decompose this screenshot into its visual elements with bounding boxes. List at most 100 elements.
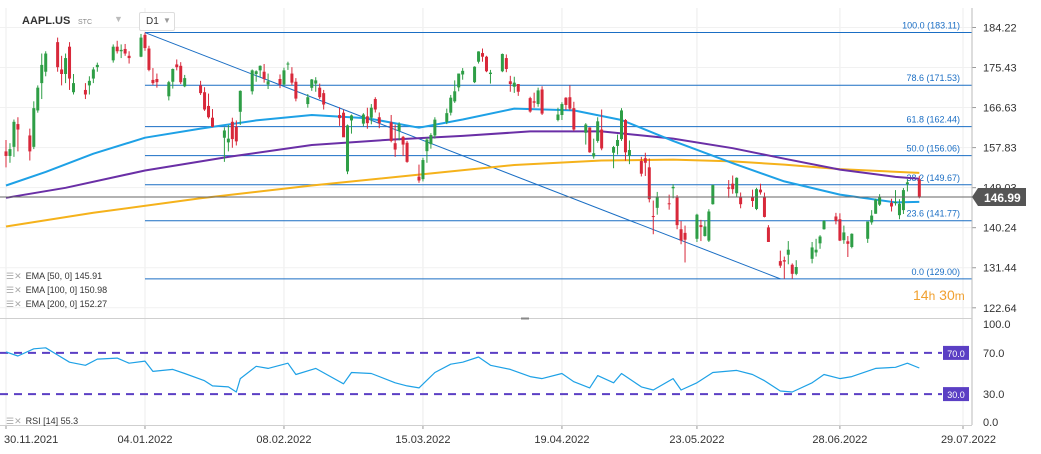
candle[interactable] [123,43,127,56]
candle[interactable] [4,140,8,168]
candle[interactable] [111,44,115,63]
candle[interactable] [56,37,60,72]
candle[interactable] [584,123,588,145]
candle[interactable] [616,134,620,155]
candle[interactable] [234,120,238,146]
candle[interactable] [349,114,353,134]
candle[interactable] [238,90,242,125]
candle[interactable] [834,212,838,225]
candle[interactable] [433,117,437,139]
candle[interactable] [679,221,683,245]
candle[interactable] [556,107,560,122]
candle[interactable] [822,220,826,230]
legend-ema100[interactable]: ☰✕ EMA [100, 0] 150.98 [6,285,107,297]
candle[interactable] [893,190,897,206]
candle[interactable] [36,85,40,113]
candle[interactable] [310,79,314,91]
candle[interactable] [711,184,715,205]
candle[interactable] [155,73,159,88]
candle[interactable] [361,113,365,127]
candle[interactable] [389,114,393,143]
candle[interactable] [405,140,409,163]
candle[interactable] [901,188,905,214]
candle[interactable] [171,68,175,89]
candle[interactable] [627,140,631,165]
candle[interactable] [8,143,12,163]
candle[interactable] [377,112,381,129]
candle[interactable] [739,192,743,209]
candle[interactable] [147,45,151,72]
candle[interactable] [707,209,711,242]
candle[interactable] [294,78,298,102]
candle[interactable] [596,117,600,143]
candle[interactable] [481,48,485,62]
candle[interactable] [338,107,342,126]
candle[interactable] [516,84,520,96]
candle[interactable] [282,67,286,86]
candle[interactable] [87,76,91,95]
candle[interactable] [488,69,492,84]
indicator-settings-icon[interactable]: ☰✕ [6,416,22,426]
candle[interactable] [623,119,627,161]
candle[interactable] [369,104,373,125]
candle[interactable] [226,124,230,152]
candle[interactable] [810,241,814,264]
candle[interactable] [568,85,572,111]
candle[interactable] [536,87,540,107]
candle[interactable] [16,117,20,152]
candle[interactable] [818,235,822,249]
candle[interactable] [127,51,131,64]
candle[interactable] [175,59,179,71]
timeframe-selector[interactable]: D1 ▼ [139,12,175,31]
legend-ema200[interactable]: ☰✕ EMA [200, 0] 152.27 [6,299,107,311]
candle[interactable] [342,109,346,138]
candle[interactable] [592,138,596,159]
candle[interactable] [758,183,762,195]
candle[interactable] [64,53,68,84]
candle[interactable] [139,33,143,58]
candle[interactable] [83,83,87,100]
candle[interactable] [28,128,32,161]
candle[interactable] [675,195,679,230]
candle[interactable] [397,122,401,141]
candle[interactable] [619,108,623,141]
candle[interactable] [814,238,818,257]
candle[interactable] [12,119,16,157]
candle[interactable] [600,109,604,151]
candle[interactable] [203,87,207,111]
candle[interactable] [762,192,766,218]
candle[interactable] [445,108,449,125]
candle[interactable] [401,135,405,157]
candle[interactable] [179,62,183,85]
indicator-settings-icon[interactable]: ☰✕ [6,285,22,295]
candle[interactable] [210,109,214,128]
candle[interactable] [72,74,76,95]
candle[interactable] [588,127,592,153]
candle[interactable] [429,133,433,149]
candle[interactable] [874,198,878,214]
candle[interactable] [417,164,421,183]
candle[interactable] [421,157,425,182]
candle[interactable] [870,210,874,225]
candle[interactable] [572,101,576,131]
candle[interactable] [32,101,36,150]
candle[interactable] [612,145,616,169]
candle[interactable] [786,241,790,265]
candle[interactable] [44,51,48,77]
candle[interactable] [850,233,854,249]
candle[interactable] [115,40,119,54]
candle[interactable] [917,175,921,199]
candle[interactable] [897,199,901,220]
candle[interactable] [346,124,350,175]
candle[interactable] [878,194,882,207]
candle[interactable] [254,70,258,82]
candle[interactable] [655,191,659,215]
candle[interactable] [262,63,266,83]
candle[interactable] [95,62,99,72]
candle[interactable] [532,92,536,108]
candle[interactable] [222,127,226,162]
candle[interactable] [866,221,870,243]
candle[interactable] [250,69,254,95]
candle[interactable] [755,187,759,211]
candle[interactable] [119,44,123,59]
